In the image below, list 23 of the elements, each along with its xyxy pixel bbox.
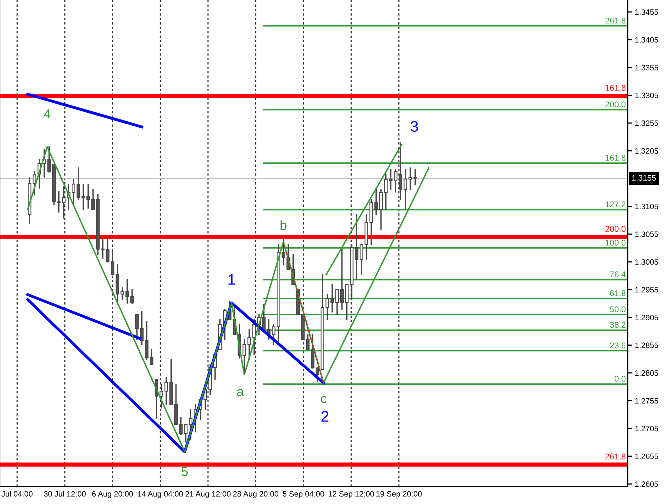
ref-line-label: 1.3155 bbox=[632, 175, 656, 181]
annotation: 161.8 bbox=[606, 155, 626, 161]
annotation: 100.0 bbox=[606, 240, 626, 246]
annotation: 127.2 bbox=[606, 202, 626, 208]
annotation: c bbox=[321, 396, 327, 404]
annotation: 23.6 bbox=[610, 342, 626, 349]
annotation: 1 bbox=[228, 274, 236, 285]
annotation: 4 bbox=[44, 110, 51, 119]
annotation: 3 bbox=[410, 121, 418, 132]
annotation: 0.0 bbox=[614, 376, 626, 382]
annotation: 38.2 bbox=[610, 322, 626, 328]
annotation: 200.0 bbox=[606, 102, 626, 108]
annotation: 5 bbox=[182, 467, 188, 476]
annotation: 50.0 bbox=[610, 306, 626, 313]
annotation: 76.4 bbox=[610, 272, 626, 278]
annotation: a bbox=[237, 389, 244, 396]
annotation: 200.0 bbox=[606, 226, 626, 232]
annotation: 261.8 bbox=[606, 18, 626, 24]
annotation: b bbox=[280, 220, 287, 230]
annotation: 61.8 bbox=[610, 290, 626, 296]
annotation: 161.8 bbox=[606, 85, 626, 91]
annotation: 261.8 bbox=[606, 454, 626, 460]
annotation: 2 bbox=[322, 411, 329, 422]
